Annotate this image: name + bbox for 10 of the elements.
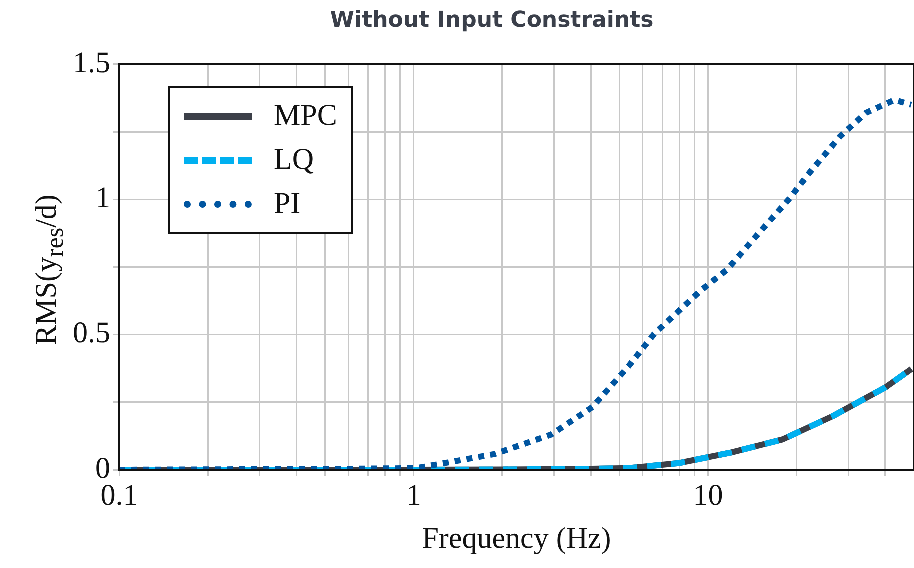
y-tick-label: 1.5 <box>73 46 110 80</box>
chart-title: Without Input Constraints <box>330 8 654 33</box>
legend-label: PI <box>274 187 301 221</box>
y-tick-label: 1 <box>96 181 110 214</box>
x-axis-title: Frequency (Hz) <box>422 522 612 555</box>
x-tick-label: 1 <box>406 478 422 512</box>
y-tick-label: 0.5 <box>73 316 110 350</box>
legend-label: LQ <box>274 143 314 177</box>
x-tick-label: 10 <box>693 478 724 512</box>
legend-label: MPC <box>274 99 338 133</box>
